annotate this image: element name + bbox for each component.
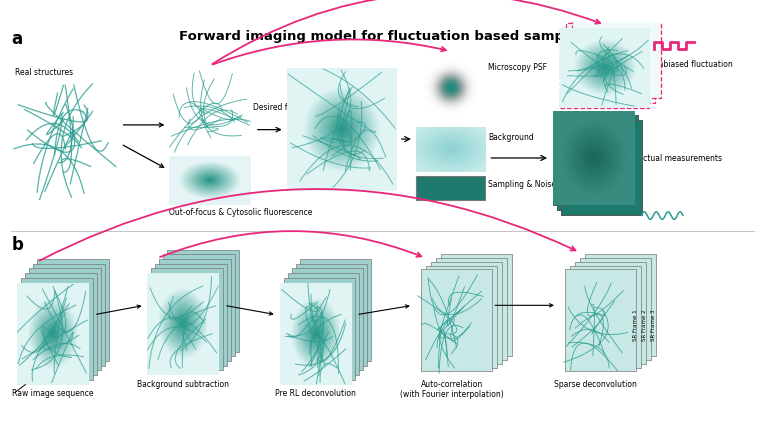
Text: Forward imaging model for fluctuation based samples: Forward imaging model for fluctuation ba…: [179, 29, 585, 42]
Bar: [426, 266, 497, 368]
Text: Sampling & Noise: Sampling & Noise: [488, 179, 556, 188]
Text: Sparse deconvolution: Sparse deconvolution: [554, 379, 637, 388]
Bar: [560, 28, 649, 109]
Bar: [565, 270, 636, 371]
Bar: [420, 270, 492, 371]
Text: Auto-correlation
(with Fourier interpolation): Auto-correlation (with Fourier interpola…: [400, 379, 504, 399]
Bar: [441, 255, 512, 357]
Bar: [37, 259, 108, 361]
Text: Out-of-focus & Cytosolic fluorescence: Out-of-focus & Cytosolic fluorescence: [169, 208, 313, 216]
Bar: [34, 264, 105, 366]
Bar: [430, 262, 502, 364]
Bar: [159, 259, 231, 361]
Bar: [561, 121, 642, 215]
Bar: [571, 19, 662, 99]
Text: Actual measurements: Actual measurements: [639, 154, 723, 163]
Bar: [580, 258, 652, 360]
Text: Background: Background: [488, 132, 534, 141]
Bar: [156, 264, 227, 366]
Bar: [167, 250, 239, 352]
Text: Pre RL deconvolution: Pre RL deconvolution: [275, 389, 356, 398]
Text: Real structures: Real structures: [15, 67, 73, 77]
Text: SR Frame 3: SR Frame 3: [651, 309, 655, 340]
Bar: [436, 258, 507, 360]
Bar: [575, 262, 646, 364]
Bar: [557, 116, 639, 210]
Bar: [300, 259, 371, 361]
Bar: [25, 274, 97, 375]
Text: SR Frame 1: SR Frame 1: [633, 309, 638, 340]
Text: Desired fluctuation: Desired fluctuation: [253, 102, 327, 111]
Bar: [163, 255, 235, 357]
Text: Unbiased fluctuation: Unbiased fluctuation: [653, 60, 733, 69]
Bar: [152, 269, 223, 371]
Bar: [416, 177, 485, 201]
Bar: [553, 112, 634, 206]
Text: a: a: [11, 29, 22, 47]
Text: Background subtraction: Background subtraction: [137, 379, 229, 388]
Bar: [288, 274, 359, 375]
Text: Raw image sequence: Raw image sequence: [12, 389, 94, 398]
Bar: [21, 278, 93, 380]
Text: b: b: [11, 236, 23, 254]
Bar: [584, 255, 656, 357]
Text: SR Frame 2: SR Frame 2: [642, 309, 647, 340]
Bar: [29, 269, 101, 371]
Bar: [566, 24, 655, 104]
Bar: [291, 269, 363, 371]
Text: Microscopy PSF: Microscopy PSF: [488, 63, 547, 71]
Bar: [284, 278, 355, 380]
Bar: [295, 264, 367, 366]
Bar: [570, 266, 642, 368]
